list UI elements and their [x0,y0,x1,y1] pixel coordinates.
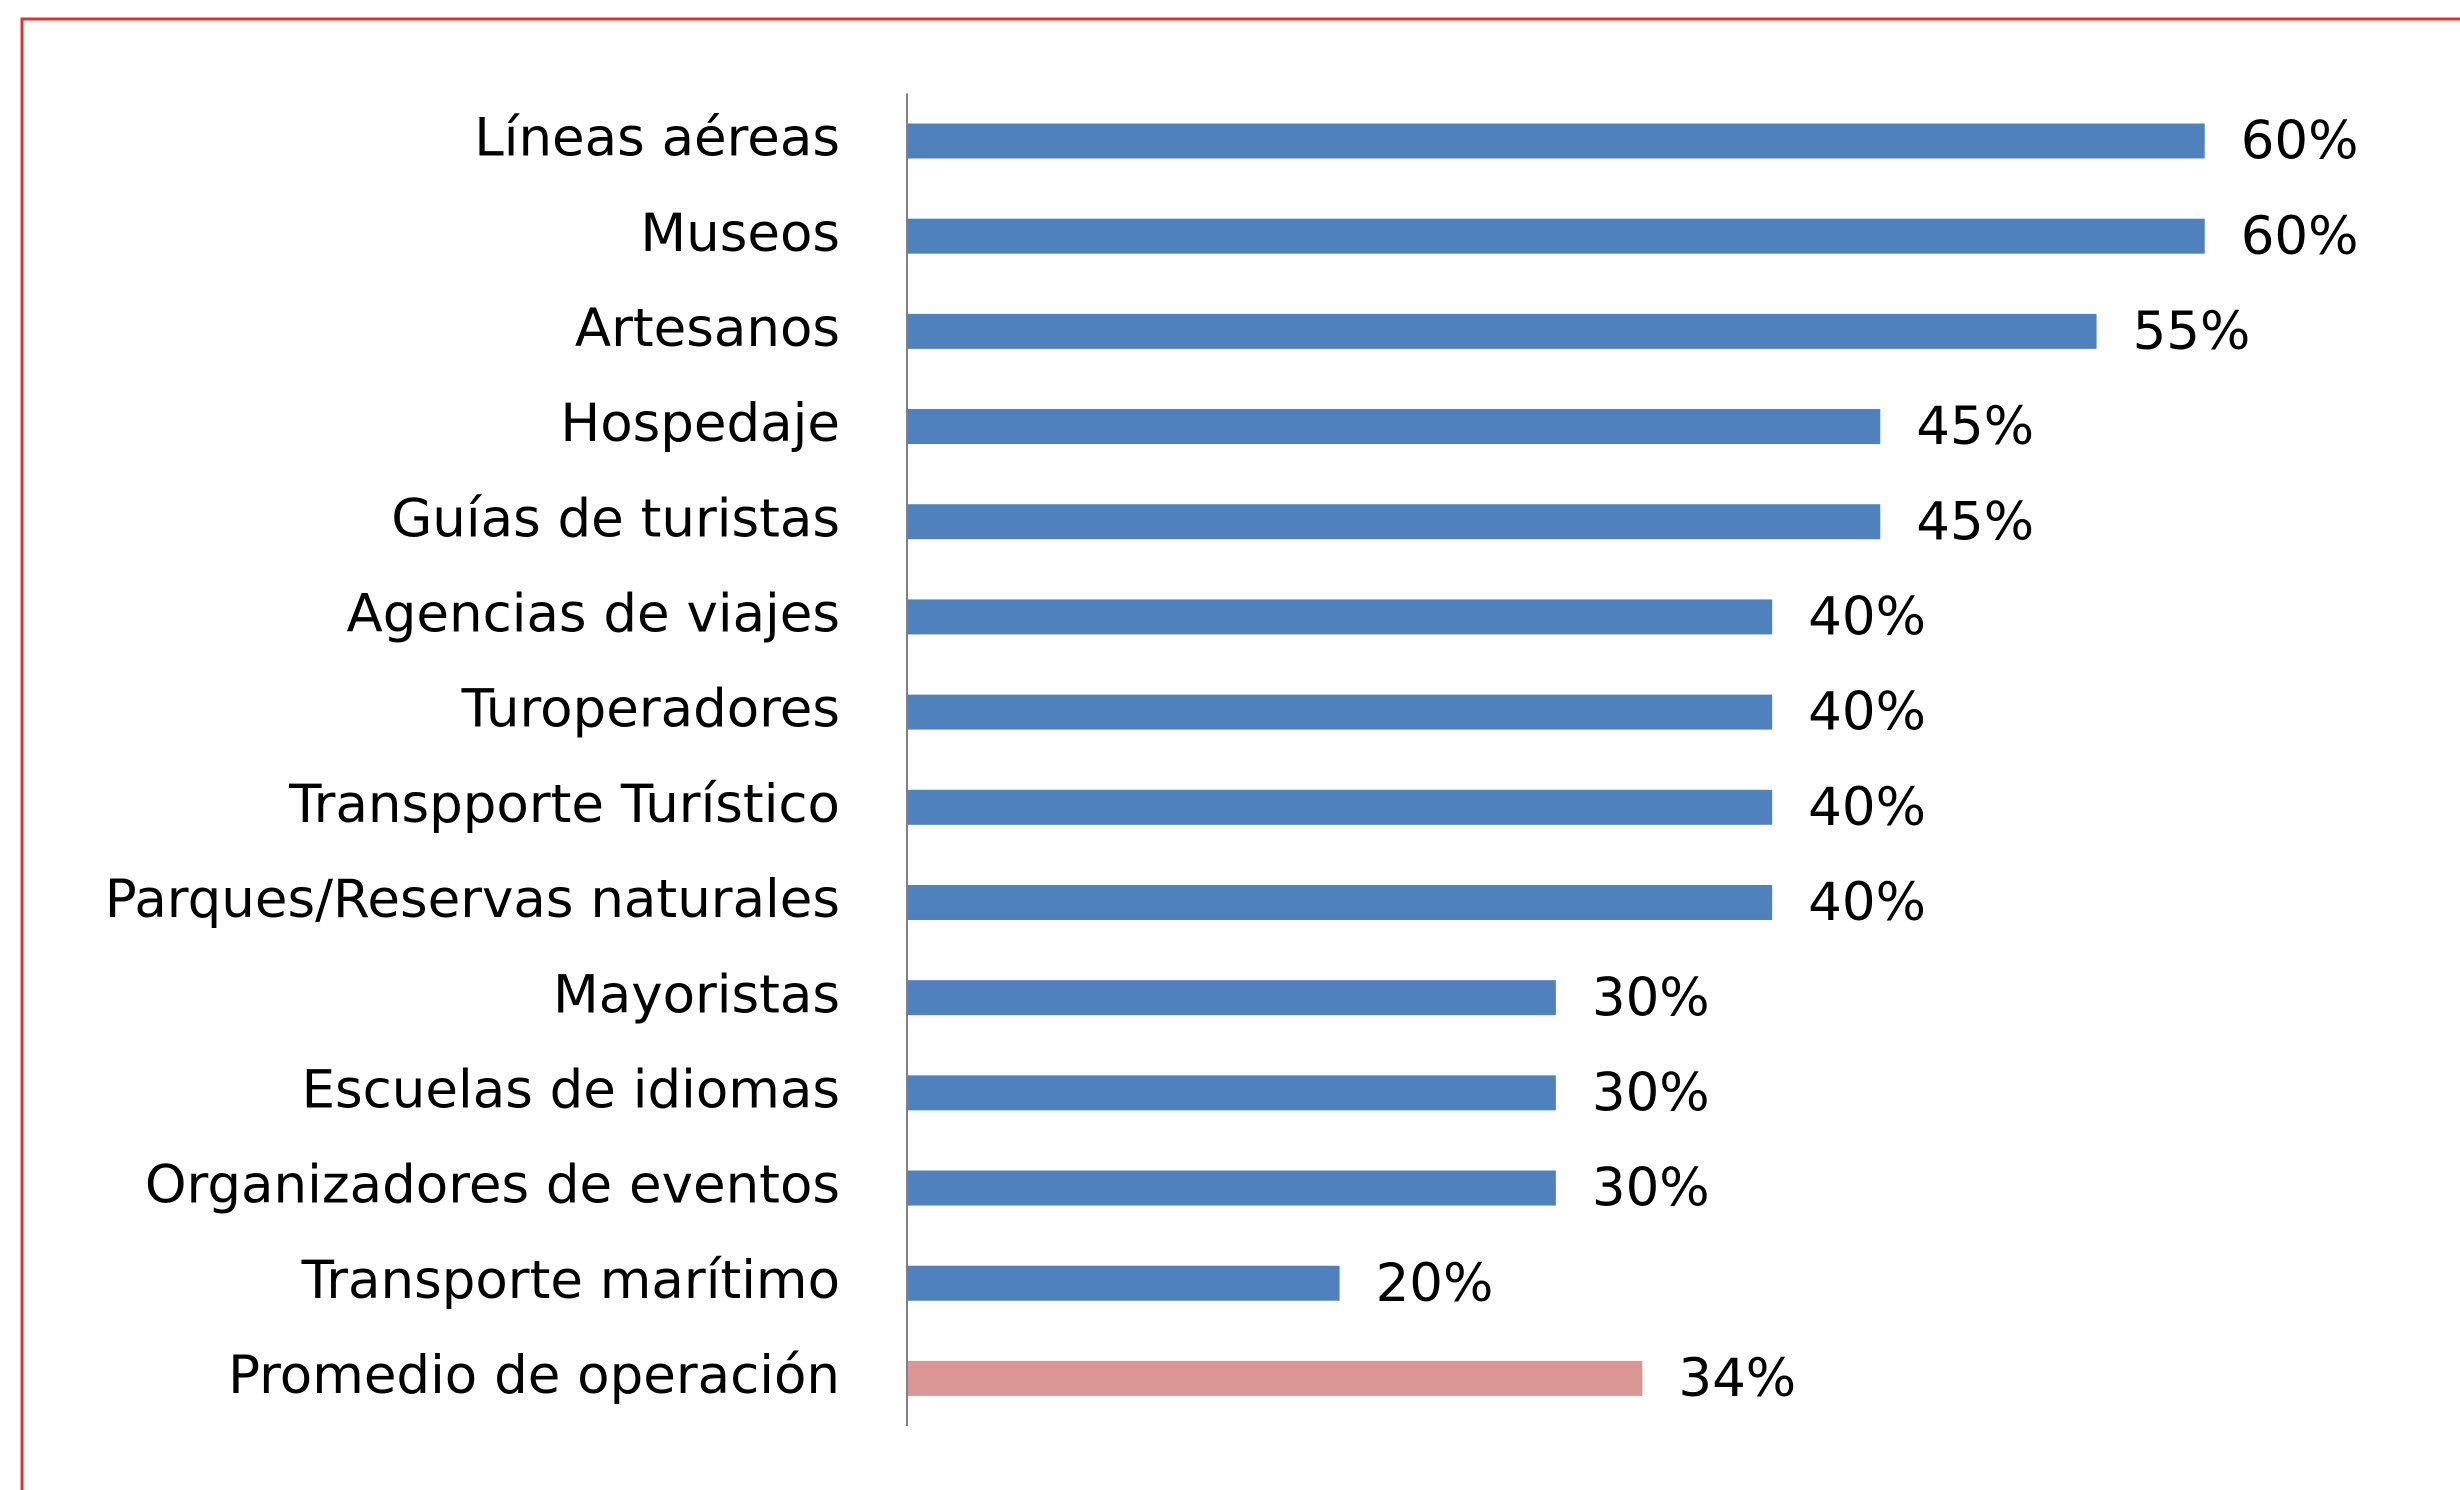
y-tick-label: Turoperadores [461,679,840,740]
y-tick-label: Organizadores de eventos [145,1155,840,1216]
y-tick-label: Agencias de viajes [346,584,840,645]
data-label: 40% [1808,587,1926,648]
y-tick-label: Transporte marítimo [301,1250,840,1311]
data-label: 34% [1678,1348,1796,1409]
y-tick-label: Artesanos [575,298,840,359]
y-tick-label: Transpporte Turístico [288,774,840,835]
y-tick-label: Parques/Reservas naturales [105,869,840,930]
bar [907,409,1881,445]
data-label: 20% [1376,1253,1494,1314]
y-tick-label: Guías de turistas [391,488,840,549]
y-tick-label: Museos [640,203,840,264]
data-label: 45% [1916,491,2034,552]
y-tick-label: Líneas aéreas [474,108,840,169]
data-label: 60% [2241,111,2359,172]
data-label: 30% [1592,967,1710,1028]
y-tick-label: Escuelas de idiomas [302,1059,840,1120]
y-tick-label: Promedio de operación [228,1345,840,1406]
bar [907,789,1773,825]
data-label: 30% [1592,1158,1710,1219]
frame [20,17,2460,1490]
bar [907,694,1773,730]
data-label: 45% [1916,396,2034,457]
bar [907,980,1556,1016]
bar [907,599,1773,635]
data-label: 55% [2133,301,2251,362]
data-label: 60% [2241,206,2359,267]
bar [907,1360,1643,1396]
bar [907,1075,1556,1111]
data-label: 40% [1808,682,1926,743]
data-label: 40% [1808,872,1926,933]
bar [907,123,2205,159]
bar [907,884,1773,920]
bar [907,218,2205,254]
bar [907,504,1881,540]
bar [907,313,2097,349]
y-tick-label: Mayoristas [553,964,840,1025]
data-label: 30% [1592,1062,1710,1123]
y-tick-label: Hospedaje [560,393,840,454]
bar [907,1265,1340,1301]
bar [907,1170,1556,1206]
data-label: 40% [1808,777,1926,838]
